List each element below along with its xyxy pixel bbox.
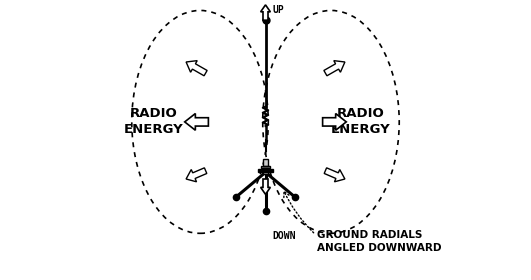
Text: GROUND RADIALS
ANGLED DOWNWARD: GROUND RADIALS ANGLED DOWNWARD xyxy=(317,230,442,253)
FancyArrow shape xyxy=(186,168,207,182)
Text: RADIO
ENERGY: RADIO ENERGY xyxy=(330,108,390,136)
FancyArrow shape xyxy=(323,113,346,130)
FancyArrow shape xyxy=(261,5,270,20)
Bar xyxy=(263,159,268,166)
FancyArrow shape xyxy=(324,61,345,76)
Text: RADIO
ENERGY: RADIO ENERGY xyxy=(124,108,184,136)
Bar xyxy=(258,169,273,172)
Text: UP: UP xyxy=(272,5,284,15)
FancyArrow shape xyxy=(186,61,207,76)
FancyArrow shape xyxy=(185,113,208,130)
FancyArrow shape xyxy=(261,179,270,194)
Bar xyxy=(261,166,270,168)
FancyArrow shape xyxy=(324,168,345,182)
Bar xyxy=(263,168,268,174)
Text: DOWN: DOWN xyxy=(272,231,296,241)
